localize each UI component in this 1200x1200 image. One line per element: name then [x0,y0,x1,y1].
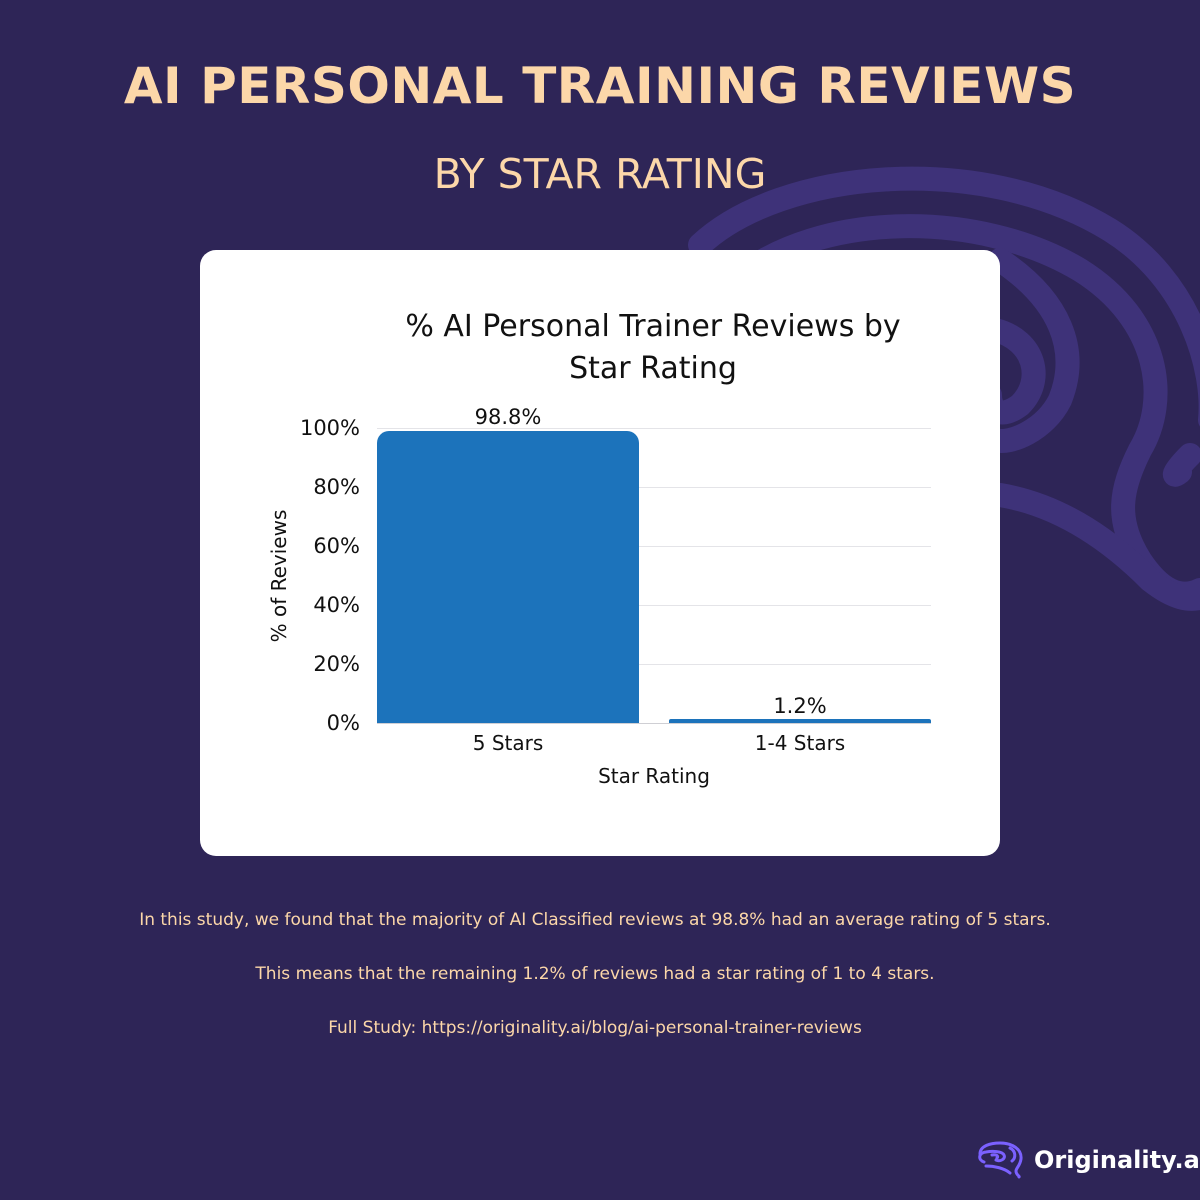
page-title: AI PERSONAL TRAINING REVIEWS [123,57,1077,115]
study-link[interactable]: Full Study: https://originality.ai/blog/… [328,1018,862,1038]
y-tick-20: 20% [313,652,360,676]
chart-title-line-2: Star Rating [569,351,737,386]
brain-icon [978,1141,1023,1179]
brand-logo: Originality.ai [974,1140,1200,1180]
page-subtitle: BY STAR RATING [433,150,767,198]
x-axis-label: Star Rating [598,764,710,788]
x-tick-5-stars: 5 Stars [472,731,544,755]
description-line-1: In this study, we found that the majorit… [139,910,1051,930]
x-tick-1-4-stars: 1-4 Stars [754,731,846,755]
y-tick-0: 0% [326,711,360,735]
y-tick-60: 60% [313,534,360,558]
x-axis-baseline [377,723,931,724]
chart-title-line-1: % AI Personal Trainer Reviews by [405,309,901,344]
brand-name: Originality.ai [1034,1146,1200,1174]
bar-value-5-stars: 98.8% [474,405,542,429]
bar-value-1-4-stars: 1.2% [773,694,827,718]
gridline-60 [377,546,931,547]
bar-5-stars [377,431,639,723]
y-tick-100: 100% [299,416,360,440]
bar-1-4-stars [669,719,931,723]
y-tick-80: 80% [313,475,360,499]
gridline-20 [377,664,931,665]
y-axis-label: % of Reviews [267,509,291,643]
y-tick-40: 40% [313,593,360,617]
gridline-80 [377,487,931,488]
description-line-2: This means that the remaining 1.2% of re… [255,964,935,984]
gridline-40 [377,605,931,606]
chart-title: % AI Personal Trainer Reviews by Star Ra… [200,306,1106,390]
gridline-100 [377,428,931,429]
